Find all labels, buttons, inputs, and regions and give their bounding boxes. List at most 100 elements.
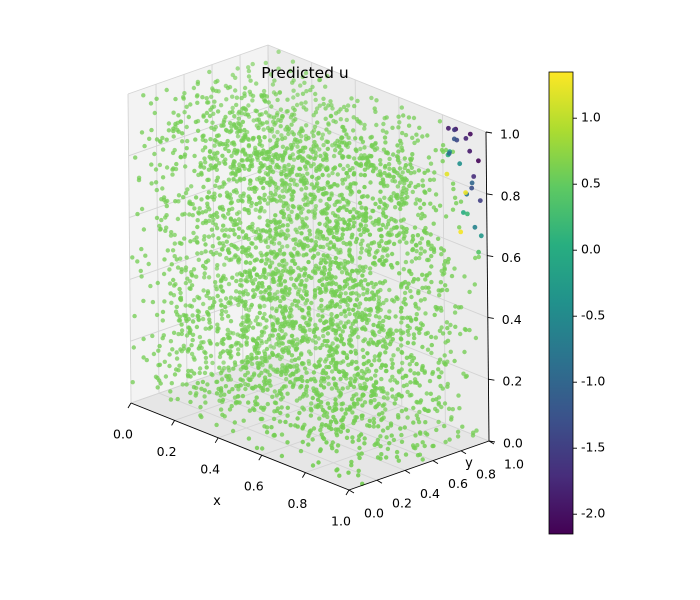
scatter-point (313, 153, 319, 159)
scatter-point (317, 147, 322, 152)
scatter-point (150, 333, 155, 339)
scatter-point (318, 153, 323, 159)
scatter-point (261, 88, 267, 94)
scatter-point (280, 263, 285, 268)
scatter-point (321, 413, 326, 418)
scatter-point (195, 100, 200, 106)
grid-line-floor-x (218, 388, 359, 439)
scatter-point (265, 401, 270, 407)
scatter-point (299, 231, 304, 236)
scatter-point (312, 124, 318, 129)
scatter-point (281, 168, 287, 174)
x-axis-line (130, 402, 350, 491)
scatter-point (313, 207, 318, 212)
scatter-point (168, 339, 174, 344)
scatter-point (328, 263, 333, 268)
scatter-point (326, 381, 331, 387)
scatter-point (318, 345, 323, 351)
scatter-point (414, 413, 419, 418)
scatter-point (290, 189, 296, 194)
scatter-point (361, 292, 366, 297)
scatter-point (422, 297, 427, 302)
scatter-point (253, 277, 258, 282)
scatter-point (409, 165, 414, 170)
scatter-point (197, 296, 202, 301)
scatter-point (339, 402, 344, 407)
scatter-point (377, 352, 382, 358)
scatter-point (256, 125, 261, 131)
scatter-point (195, 93, 200, 98)
scatter-point (302, 329, 307, 334)
scatter-point (262, 303, 267, 309)
scatter-point (333, 119, 338, 125)
scatter-point (376, 339, 381, 345)
scatter-point (278, 107, 284, 112)
scatter-point (162, 359, 167, 364)
scatter-point (175, 265, 181, 270)
scatter-point (354, 268, 359, 273)
axes-3d-ticks: 0.00.20.40.60.81.00.00.20.40.60.81.00.00… (113, 127, 524, 529)
scatter-point (344, 271, 350, 276)
scatter-point (264, 157, 270, 162)
scatter-point (424, 273, 429, 278)
scatter-point (354, 297, 360, 302)
scatter-point (221, 123, 226, 128)
grid-line-left-y (239, 54, 244, 364)
scatter-point (344, 355, 350, 361)
scatter-point (243, 373, 248, 378)
scatter-point (281, 194, 286, 200)
scatter-point (200, 134, 205, 139)
scatter-point (245, 355, 250, 360)
scatter-point (299, 279, 304, 284)
scatter-point (337, 473, 342, 478)
scatter-point (336, 369, 342, 374)
scatter-point (197, 366, 203, 371)
scatter-point (189, 283, 195, 288)
scatter-point (207, 296, 212, 301)
scatter-point (160, 186, 165, 191)
scatter-point (420, 211, 425, 217)
scatter-point (275, 367, 280, 372)
scatter-point (243, 233, 249, 238)
scatter-point (297, 410, 302, 416)
scatter-point (380, 363, 385, 368)
scatter-point (318, 260, 323, 266)
scatter-point (195, 251, 200, 256)
scatter-point (238, 220, 243, 225)
scatter-point (373, 380, 379, 385)
scatter-point (312, 194, 317, 200)
scatter-point (178, 347, 183, 352)
scatter-point (363, 278, 368, 283)
scatter-point (328, 345, 333, 350)
scatter-point (338, 320, 343, 325)
scatter-point (295, 250, 300, 255)
scatter-point (318, 447, 323, 452)
scatter-point (261, 148, 266, 153)
scatter-point (191, 385, 197, 390)
scatter-point (180, 139, 185, 144)
scatter-point (404, 285, 410, 290)
scatter-point (288, 380, 293, 385)
scatter-point (224, 190, 230, 195)
scatter-point (472, 282, 477, 287)
scatter-point (333, 361, 338, 366)
scatter-point (169, 300, 174, 305)
scatter-point (362, 167, 368, 172)
scatter-point (277, 90, 282, 95)
scatter-point (222, 262, 227, 267)
scatter-point (418, 326, 423, 331)
scatter-point (279, 453, 285, 459)
scatter-point (287, 363, 293, 369)
scatter-point (179, 331, 184, 337)
scatter-point (398, 426, 403, 431)
scatter-point (243, 251, 249, 256)
scatter-point (168, 397, 174, 402)
scatter-point (440, 143, 446, 148)
scatter-point (286, 314, 292, 319)
scatter-point (257, 232, 262, 237)
scatter-point (291, 132, 296, 137)
scatter-point (232, 420, 237, 425)
scatter-point (240, 119, 246, 125)
scatter-point (328, 353, 333, 358)
